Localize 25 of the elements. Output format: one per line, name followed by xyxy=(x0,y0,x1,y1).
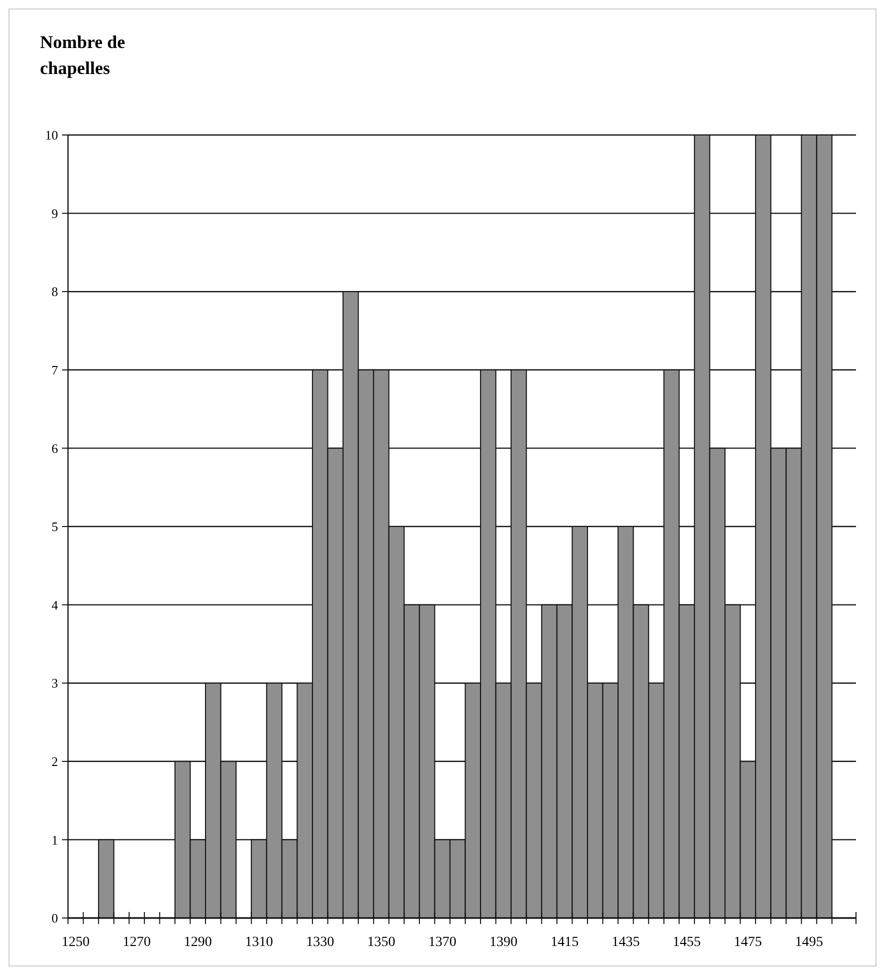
x-tick-label: 1350 xyxy=(367,935,396,950)
y-tick-label: 3 xyxy=(52,676,58,691)
x-tick-label: 1390 xyxy=(489,935,518,950)
x-tick-label: 1310 xyxy=(244,935,273,950)
x-tick-label: 1415 xyxy=(550,935,579,950)
x-tick-label: 1475 xyxy=(734,935,762,950)
y-tick-label: 9 xyxy=(52,206,58,221)
x-tick-label: 1270 xyxy=(122,935,151,950)
y-tick-label: 0 xyxy=(52,910,58,926)
y-tick-label: 6 xyxy=(52,440,58,456)
x-tick-label: 1330 xyxy=(306,935,334,950)
y-tick-label: 4 xyxy=(52,597,58,612)
y-tick-label: 5 xyxy=(52,519,58,534)
y-tick-label: 7 xyxy=(52,362,58,378)
y-axis-title: Nombre de chapelles xyxy=(40,32,126,78)
x-tick-label: 1250 xyxy=(62,935,90,950)
x-tick-label: 1455 xyxy=(672,935,701,950)
x-tick-label: 1495 xyxy=(795,935,824,950)
y-tick-label: 10 xyxy=(45,128,58,143)
y-tick-label: 1 xyxy=(52,832,58,848)
x-tick-label: 1435 xyxy=(612,935,640,950)
y-tick-label: 2 xyxy=(52,754,58,769)
x-tick-label: 1370 xyxy=(428,935,456,950)
x-tick-label: 1290 xyxy=(184,935,212,950)
y-tick-label: 8 xyxy=(52,284,58,300)
